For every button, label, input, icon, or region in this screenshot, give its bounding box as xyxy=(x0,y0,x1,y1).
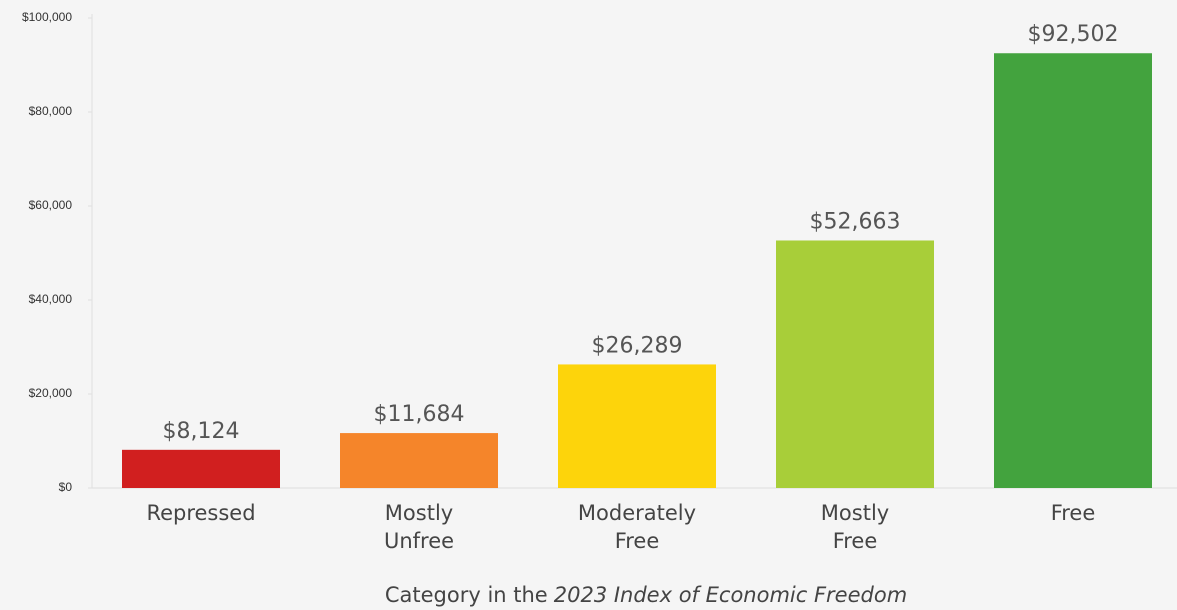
y-tick-label: $60,000 xyxy=(29,198,73,212)
x-tick-label-line: Free xyxy=(615,529,660,553)
x-tick-label: Repressed xyxy=(146,501,255,525)
y-tick-label: $40,000 xyxy=(29,292,73,306)
y-tick-label: $80,000 xyxy=(29,104,73,118)
bar xyxy=(558,364,716,488)
bar xyxy=(776,240,934,488)
y-tick-label: $20,000 xyxy=(29,386,73,400)
x-tick-label: Mostly Free xyxy=(821,501,889,553)
y-tick-label: $100,000 xyxy=(22,10,72,24)
bar xyxy=(122,449,280,488)
x-tick-label-line: Moderately xyxy=(578,501,696,525)
value-label: $92,502 xyxy=(1028,22,1119,47)
x-tick-label: Mostly Unfree xyxy=(384,501,454,553)
value-label: $26,289 xyxy=(592,333,683,358)
x-axis-label: Category in the 2023 Index of Economic Fr… xyxy=(385,583,907,607)
bar xyxy=(994,53,1152,488)
x-tick-label-line: Unfree xyxy=(384,529,454,553)
bar xyxy=(340,433,498,488)
x-tick-label: Free xyxy=(1051,501,1096,525)
x-tick-label-line: Free xyxy=(833,529,878,553)
y-tick-label: $0 xyxy=(59,480,73,494)
value-label: $8,124 xyxy=(163,419,240,444)
x-axis-label-emphasis: 2023 Index of Economic Freedom xyxy=(554,583,907,607)
x-tick-label: Moderately Free xyxy=(578,501,696,553)
x-tick-label-line: Repressed xyxy=(146,501,255,525)
x-tick-label-line: Mostly xyxy=(821,501,889,525)
value-label: $52,663 xyxy=(810,209,901,234)
value-label: $11,684 xyxy=(374,402,465,427)
x-axis-label-prefix: Category in the xyxy=(385,583,548,607)
x-tick-label-line: Mostly xyxy=(385,501,453,525)
x-tick-label-line: Free xyxy=(1051,501,1096,525)
